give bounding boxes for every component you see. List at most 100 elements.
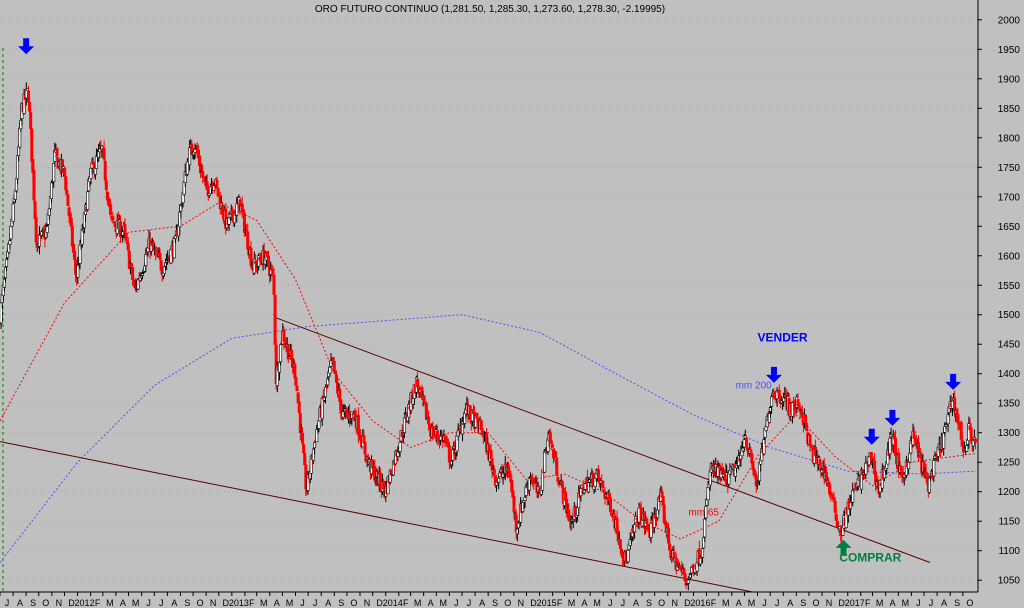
price-candle bbox=[608, 493, 612, 516]
x-tick-label: 2013 bbox=[229, 598, 249, 608]
candle-body bbox=[220, 204, 224, 215]
y-tick-label: 1700 bbox=[998, 192, 1021, 203]
candle-body bbox=[3, 267, 7, 279]
candle-body bbox=[277, 362, 281, 373]
x-tick-label: M bbox=[132, 598, 140, 608]
price-candle bbox=[555, 451, 559, 477]
price-candle bbox=[34, 211, 38, 249]
x-tick-label: N bbox=[364, 598, 371, 608]
y-tick-label: 1850 bbox=[998, 104, 1021, 115]
candle-body bbox=[805, 423, 809, 432]
candle-body bbox=[523, 496, 527, 501]
x-tick-label: D bbox=[223, 598, 230, 608]
candle-body bbox=[782, 397, 786, 402]
candle-body bbox=[932, 460, 936, 477]
x-tick-label: J bbox=[621, 598, 626, 608]
price-candle bbox=[65, 181, 69, 195]
candle-body bbox=[378, 472, 382, 487]
price-candle bbox=[339, 398, 343, 420]
x-tick-label: J bbox=[929, 598, 934, 608]
down-arrow-icon bbox=[884, 409, 901, 426]
candle-body bbox=[30, 128, 34, 162]
price-candle bbox=[306, 470, 310, 495]
x-tick-label: O bbox=[42, 598, 49, 608]
price-candle bbox=[461, 416, 465, 442]
candle-body bbox=[127, 251, 131, 270]
price-candle bbox=[916, 435, 920, 462]
candle-body bbox=[86, 191, 90, 210]
candle-body bbox=[969, 427, 973, 442]
x-tick-label: A bbox=[428, 598, 434, 608]
candle-body bbox=[762, 439, 766, 455]
x-tick-label: O bbox=[504, 598, 511, 608]
x-tick-label: A bbox=[120, 598, 126, 608]
x-tick-label: F bbox=[711, 598, 717, 608]
x-tick-label: D bbox=[684, 598, 691, 608]
candle-body bbox=[755, 483, 759, 486]
price-candle bbox=[703, 514, 707, 542]
x-tick-label: J bbox=[916, 598, 921, 608]
price-candle bbox=[52, 162, 56, 189]
candle-body bbox=[9, 225, 13, 240]
x-tick-label: M bbox=[722, 598, 730, 608]
price-candle bbox=[98, 141, 102, 159]
candle-body bbox=[818, 459, 822, 466]
candle-body bbox=[52, 163, 56, 183]
candle-body bbox=[702, 537, 706, 549]
annotation-label: COMPRAR bbox=[839, 550, 901, 564]
y-tick-label: 1200 bbox=[998, 487, 1021, 498]
candle-body bbox=[339, 399, 343, 414]
candle-body bbox=[497, 477, 501, 483]
x-tick-label: A bbox=[941, 598, 947, 608]
candle-body bbox=[649, 522, 653, 538]
price-candle bbox=[220, 201, 224, 218]
y-tick-label: 1050 bbox=[998, 576, 1021, 587]
x-tick-label: M bbox=[286, 598, 294, 608]
candle-body bbox=[246, 231, 250, 250]
price-candle bbox=[818, 455, 822, 467]
x-tick-label: M bbox=[260, 598, 268, 608]
price-candle bbox=[215, 176, 219, 189]
x-tick-label: F bbox=[249, 598, 255, 608]
price-candles bbox=[0, 82, 977, 591]
x-tick-label: J bbox=[313, 598, 318, 608]
x-tick-label: M bbox=[876, 598, 884, 608]
price-candle bbox=[770, 395, 774, 414]
candle-body bbox=[907, 462, 911, 469]
down-arrow-icon bbox=[863, 428, 880, 445]
price-candle bbox=[969, 423, 973, 444]
x-tick-label: N bbox=[671, 598, 678, 608]
price-candle bbox=[295, 380, 299, 392]
candle-body bbox=[297, 401, 301, 413]
candle-body bbox=[916, 442, 920, 458]
x-tick-label: D bbox=[530, 598, 537, 608]
down-arrow-icon bbox=[945, 373, 962, 390]
grid bbox=[0, 19, 978, 592]
candle-body bbox=[852, 489, 856, 492]
down-arrow-icon bbox=[765, 366, 782, 383]
candle-body bbox=[683, 573, 687, 579]
up-arrow-icon bbox=[835, 539, 852, 556]
candle-body bbox=[144, 254, 148, 267]
candle-body bbox=[328, 366, 332, 374]
candle-body bbox=[215, 180, 219, 187]
candle-body bbox=[516, 522, 520, 529]
price-candle bbox=[396, 446, 400, 462]
candle-body bbox=[98, 148, 102, 153]
price-candle bbox=[834, 508, 838, 525]
x-tick-label: M bbox=[440, 598, 448, 608]
price-candle bbox=[282, 326, 286, 350]
candle-body bbox=[382, 480, 386, 490]
candle-body bbox=[549, 440, 553, 444]
price-candle bbox=[516, 520, 520, 534]
candle-body bbox=[8, 240, 12, 245]
x-tick-label: J bbox=[5, 598, 10, 608]
candle-body bbox=[927, 477, 931, 493]
trendlines bbox=[0, 317, 931, 593]
candle-body bbox=[398, 441, 402, 452]
candle-body bbox=[242, 212, 246, 233]
candle-body bbox=[111, 216, 115, 221]
chart-title: ORO FUTURO CONTINUO (1,281.50, 1,285.30,… bbox=[315, 4, 665, 15]
x-tick-label: J bbox=[608, 598, 613, 608]
candle-body bbox=[886, 449, 890, 465]
